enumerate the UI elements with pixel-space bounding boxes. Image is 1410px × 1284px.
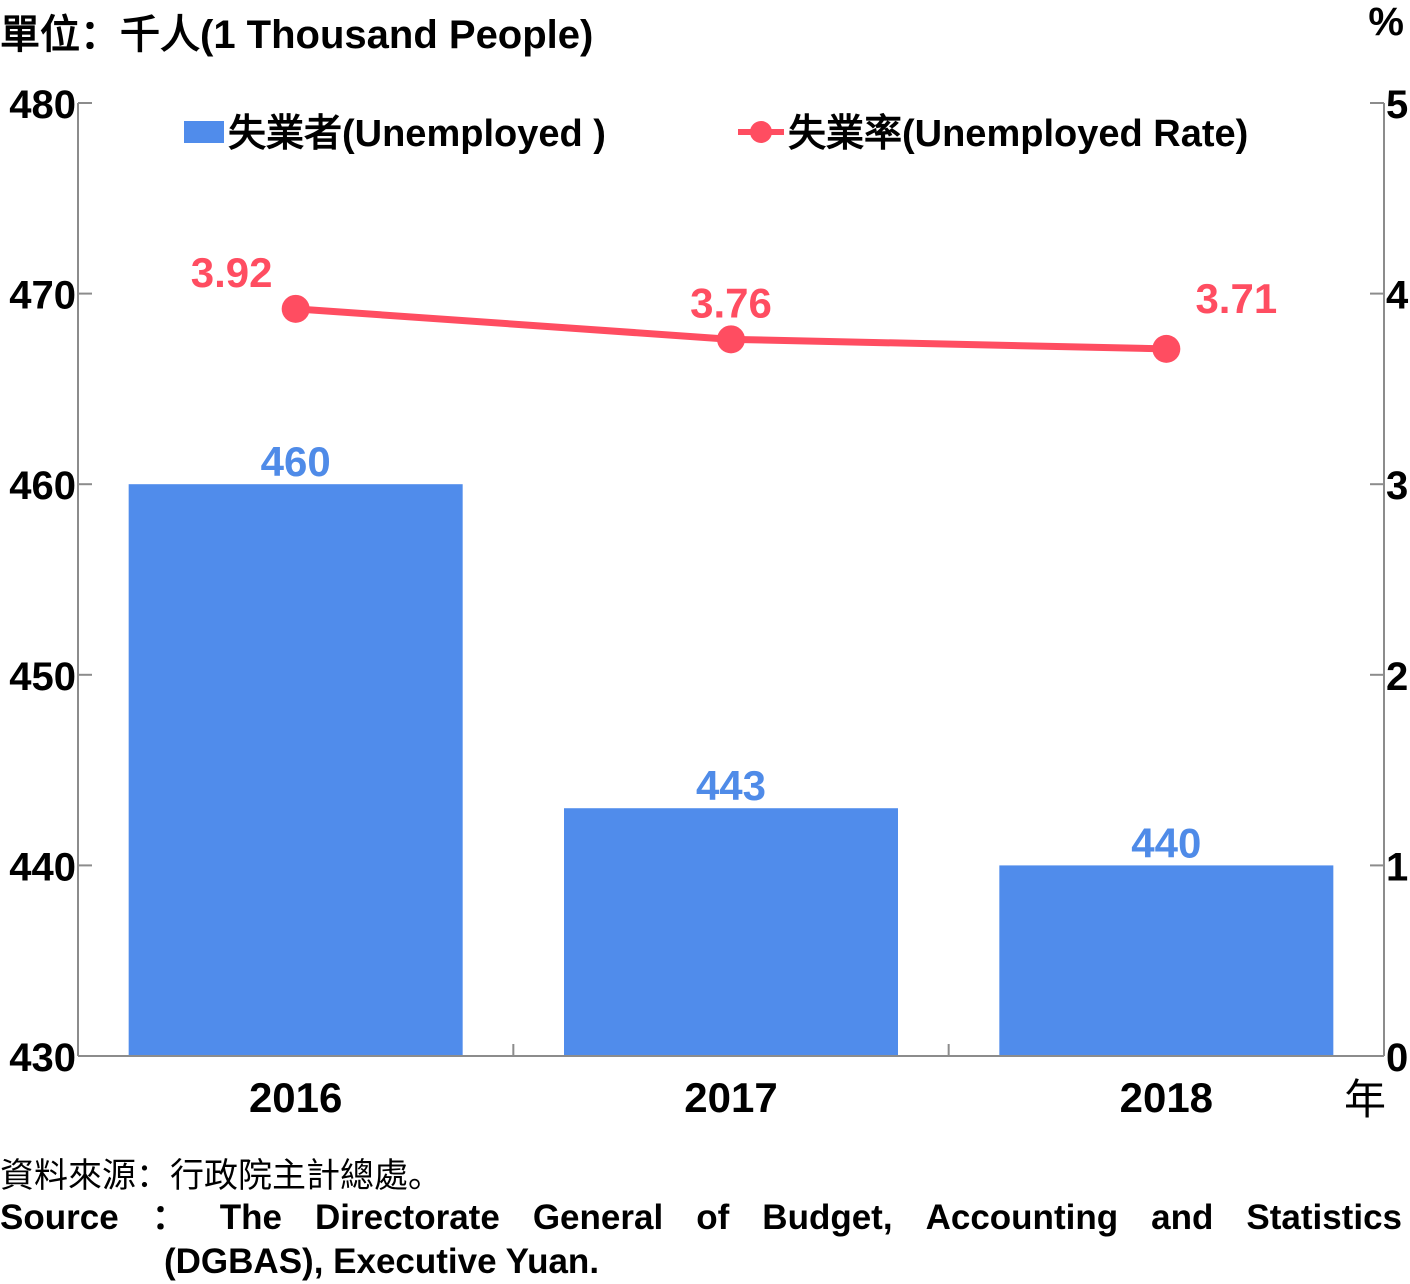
source-word: of xyxy=(696,1198,730,1237)
right-y-tick-label: 0 xyxy=(1386,1036,1408,1080)
rate-point xyxy=(281,294,310,323)
left-y-tick-label: 480 xyxy=(9,83,76,127)
source-english: Source ： The Directorate General of Budg… xyxy=(0,1196,1402,1284)
source-word: ： xyxy=(151,1198,187,1237)
source-word: and xyxy=(1151,1198,1214,1237)
right-y-tick-label: 4 xyxy=(1386,274,1409,318)
source-word: General xyxy=(532,1198,664,1237)
bar xyxy=(564,808,898,1056)
legend-bar-swatch xyxy=(184,121,224,143)
source-word: Directorate xyxy=(315,1198,500,1237)
right-y-tick-label: 2 xyxy=(1386,655,1408,699)
bar-data-label: 440 xyxy=(1131,819,1201,866)
rate-point xyxy=(717,325,745,354)
left-y-tick-label: 470 xyxy=(9,274,76,318)
x-axis-unit-label: 年 xyxy=(1344,1076,1387,1123)
source-word: Statistics xyxy=(1246,1198,1402,1237)
left-axis-unit-label: 單位：千人(1 Thousand People) xyxy=(0,13,594,57)
rate-data-label: 3.76 xyxy=(690,279,772,326)
rate-data-label: 3.71 xyxy=(1195,275,1277,322)
source-word: Accounting xyxy=(925,1198,1119,1237)
source-chinese: 資料來源：行政院主計總處。 xyxy=(0,1157,442,1195)
left-y-tick-label: 440 xyxy=(9,845,76,889)
bar-data-label: 460 xyxy=(261,438,331,485)
x-tick-label: 2017 xyxy=(684,1074,777,1121)
left-y-tick-label: 450 xyxy=(9,655,76,699)
right-y-tick-label: 1 xyxy=(1386,845,1408,889)
right-y-tick-label: 3 xyxy=(1386,464,1408,508)
rate-data-label: 3.92 xyxy=(191,249,273,296)
source-word: Budget, xyxy=(762,1198,893,1237)
x-tick-label: 2016 xyxy=(249,1074,342,1121)
legend-line-marker xyxy=(750,121,772,143)
right-y-tick-label: 5 xyxy=(1386,83,1408,127)
legend-line-label: 失業率(Unemployed Rate) xyxy=(788,113,1248,155)
bar-data-label: 443 xyxy=(696,762,766,809)
source-english-line2: (DGBAS), Executive Yuan. xyxy=(164,1242,600,1281)
legend-bar-label: 失業者(Unemployed ) xyxy=(228,113,606,155)
right-axis-unit-label: % xyxy=(1368,0,1404,44)
bar xyxy=(999,865,1334,1056)
source-word: The xyxy=(219,1198,282,1237)
x-tick-label: 2018 xyxy=(1120,1074,1213,1121)
left-y-tick-label: 460 xyxy=(9,464,76,508)
rate-point xyxy=(1152,334,1181,363)
left-y-tick-label: 430 xyxy=(9,1036,76,1080)
bar xyxy=(128,484,463,1056)
source-word: Source xyxy=(0,1198,119,1237)
source-english-line1: Source ： The Directorate General of Budg… xyxy=(0,1196,1402,1240)
